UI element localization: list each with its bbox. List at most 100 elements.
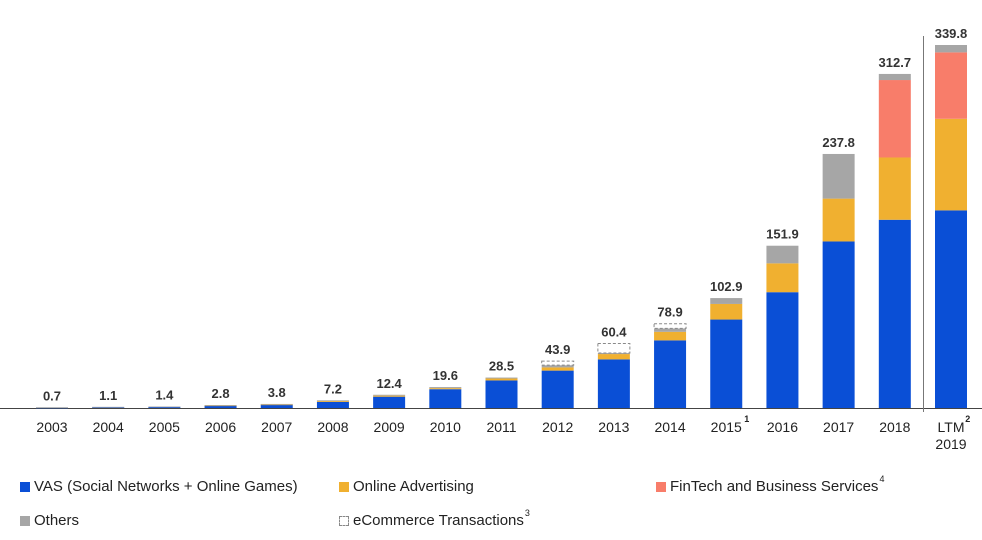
total-label-2015: 102.9: [710, 279, 743, 294]
legend-item-others: Others: [20, 512, 79, 529]
bar-segment-others-2006: [204, 405, 237, 406]
bar-segment-vas-social-networks-online-games-2007: [260, 404, 293, 408]
bar-segment-online-advertising-2012: [541, 367, 574, 371]
total-label-2018: 312.7: [879, 55, 912, 70]
total-label-2004: 1.1: [99, 388, 117, 403]
bar-segment-vas-social-networks-online-games-2008: [316, 401, 349, 408]
legend-label-fintech: FinTech and Business Services: [670, 478, 879, 495]
x-tick-note-2015: 1: [744, 414, 749, 424]
x-tick-label-2010: 2010: [430, 419, 461, 435]
bar-segment-vas-social-networks-online-games-2017: [822, 241, 855, 408]
legend-swatch-online-advertising: [339, 481, 349, 492]
x-tick-label-2016: 2016: [767, 419, 798, 435]
bar-segment-vas-social-networks-online-games-2005: [148, 406, 181, 408]
x-tick-label-2013: 2013: [598, 419, 629, 435]
bar-segment-vas-social-networks-online-games-2012: [541, 370, 574, 408]
bar-segment-vas-social-networks-online-games-2006: [204, 405, 237, 408]
x-tick-label-2017: 2017: [823, 419, 854, 435]
bar-segment-vas-social-networks-online-games-2011: [485, 380, 518, 408]
legend-swatch-fintech: [656, 481, 666, 492]
bar-segment-fintech-and-business-services-2018: [878, 80, 911, 158]
bar-segment-fintech-and-business-services-ltm-2019: [935, 52, 967, 119]
legend-swatch-others: [20, 515, 30, 526]
bar-segment-others-2007: [260, 403, 293, 405]
legend-note-fintech: 4: [879, 473, 885, 484]
bar-segment-online-advertising-2011: [485, 378, 518, 381]
total-label-ltm-2019: 339.8: [935, 26, 968, 41]
bar-segment-online-advertising-2014: [654, 331, 687, 341]
legend-label-vas: VAS (Social Networks + Online Games): [34, 478, 298, 495]
bar-segment-online-advertising-2008: [316, 400, 349, 402]
x-tick-label-2008: 2008: [317, 419, 348, 435]
bar-segment-others-2004: [92, 406, 125, 408]
bar-segment-online-advertising-2007: [260, 404, 293, 406]
bar-segment-online-advertising-ltm-2019: [935, 118, 967, 211]
legend-note-ecommerce: 3: [524, 507, 530, 518]
x-tick-label-2014: 2014: [654, 419, 685, 435]
legend-swatch-ecommerce: [339, 515, 349, 526]
bar-segment-vas-social-networks-online-games-ltm-2019: [935, 210, 967, 408]
legend-swatch-vas: [20, 481, 30, 492]
x-tick-label-2005: 2005: [149, 419, 180, 435]
bar-segment-others-2016: [766, 245, 799, 264]
bar-segment-online-advertising-2015: [710, 303, 743, 320]
legend-item-ecommerce: eCommerce Transactions 3: [339, 508, 530, 529]
bar-segment-others-2005: [148, 406, 181, 408]
bar-segment-others-2008: [316, 400, 349, 402]
bar-segment-vas-social-networks-online-games-2018: [878, 219, 911, 408]
bar-segment-ecommerce-transactions-2013: [597, 342, 631, 354]
bar-segment-vas-social-networks-online-games-2015: [710, 319, 743, 408]
total-label-2008: 7.2: [324, 381, 342, 396]
legend-label-others: Others: [34, 512, 80, 529]
total-label-2011: 28.5: [489, 359, 514, 374]
total-label-2017: 237.8: [822, 135, 855, 150]
bar-segment-others-2003: [36, 407, 68, 409]
bar-segment-others-2009: [373, 394, 406, 396]
total-label-2012: 43.9: [545, 342, 570, 357]
total-label-2009: 12.4: [376, 376, 402, 391]
total-label-2006: 2.8: [212, 386, 230, 401]
x-tick-label-2009: 2009: [374, 419, 405, 435]
bar-segment-online-advertising-2018: [878, 157, 911, 220]
bar-segment-others-ltm-2019: [935, 45, 967, 53]
bar-segment-others-2017: [822, 153, 855, 199]
x-tick-note-ltm-2019: 2: [965, 414, 970, 424]
legend-item-online-advertising: Online Advertising: [339, 478, 474, 495]
bar-segment-others-2010: [429, 387, 462, 389]
bar-segment-online-advertising-2013: [597, 354, 630, 360]
bar-segment-vas-social-networks-online-games-2009: [373, 396, 406, 408]
bar-segment-online-advertising-2010: [429, 388, 462, 390]
total-label-2016: 151.9: [766, 227, 799, 242]
bar-segment-others-2012: [541, 365, 574, 368]
total-label-2005: 1.4: [155, 388, 174, 403]
x-tick-label-2006: 2006: [205, 419, 236, 435]
bar-segment-ecommerce-transactions-2014: [653, 323, 687, 329]
bar-segment-vas-social-networks-online-games-2014: [654, 340, 687, 408]
x-tick-label-2015: 2015: [711, 419, 742, 435]
x-tick-label-2011: 2011: [486, 419, 516, 435]
bar-segment-vas-social-networks-online-games-2013: [597, 359, 630, 408]
legend-label-online-advertising: Online Advertising: [353, 478, 474, 495]
bar-segment-others-2014: [654, 328, 687, 332]
legend-item-vas: VAS (Social Networks + Online Games): [20, 478, 298, 495]
bar-segment-others-2018: [878, 73, 911, 81]
bar-segment-online-advertising-2017: [822, 198, 855, 242]
bar-segment-ecommerce-transactions-2012: [541, 360, 575, 366]
bar-segment-others-2013: [597, 352, 630, 355]
legend-label-ecommerce: eCommerce Transactions: [353, 512, 524, 529]
x-tick-label-ltm-2019: LTM: [938, 419, 965, 435]
x-tick-label-2007: 2007: [261, 419, 292, 435]
bar-segment-online-advertising-2016: [766, 263, 799, 293]
total-label-2013: 60.4: [601, 324, 627, 339]
total-label-2003: 0.7: [43, 388, 61, 403]
total-label-2014: 78.9: [657, 305, 682, 320]
bar-segment-vas-social-networks-online-games-2010: [429, 389, 462, 408]
bar-segment-others-2011: [485, 377, 518, 379]
x-tick-label-ltm-2019-line2: 2019: [935, 436, 966, 452]
x-tick-label-2003: 2003: [36, 419, 67, 435]
bar-segment-vas-social-networks-online-games-2016: [766, 292, 799, 408]
total-label-2007: 3.8: [268, 385, 286, 400]
x-tick-label-2004: 2004: [93, 419, 124, 435]
total-label-2010: 19.6: [433, 368, 458, 383]
